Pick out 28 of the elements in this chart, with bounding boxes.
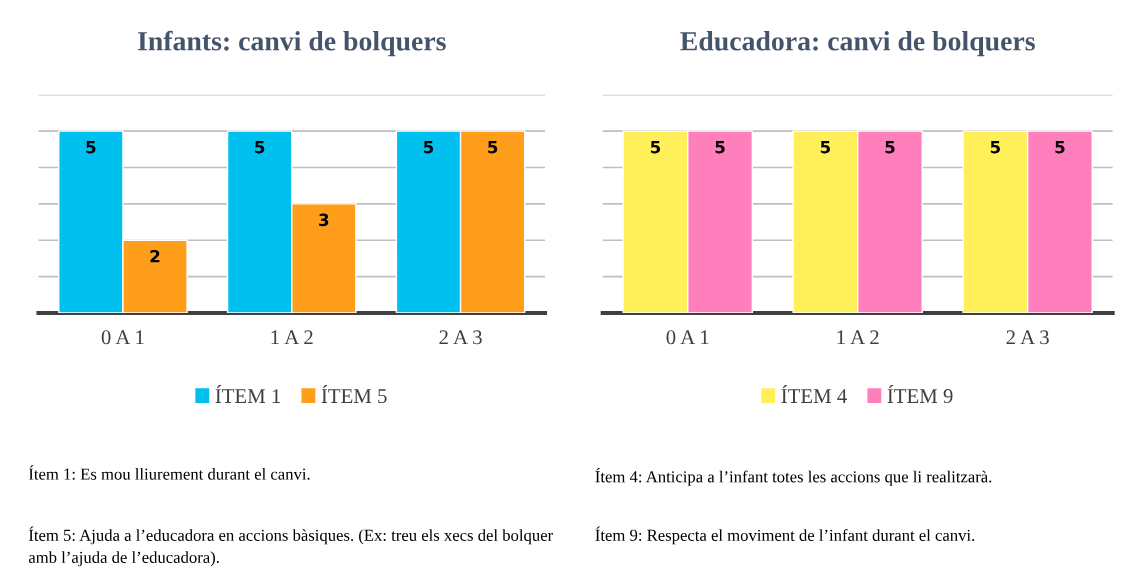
text: Ítem 1: Es mou lliurement durant el canvi. — [28, 465, 310, 480]
text: Ítem 5: Ajuda a l’educadora en accions bàsiques. (Ex: treu els xecs del bolquer amb l’ajuda de l’educadora). — [28, 526, 553, 567]
x-tick-label: 0 A 1 — [101, 330, 144, 345]
data-label: 5 — [885, 141, 895, 154]
data-label: 5 — [1055, 141, 1065, 154]
data-label: 3 — [319, 213, 329, 227]
data-label: 5 — [86, 141, 96, 154]
legend-label: ÍTEM 9 — [887, 385, 953, 404]
data-label: 5 — [423, 141, 434, 154]
data-label: 5 — [990, 141, 1000, 154]
x-tick-label: 1 A 2 — [271, 330, 313, 345]
legend-label: ÍTEM 1 — [215, 385, 281, 403]
data-label: 5 — [650, 141, 661, 154]
text: Ítem 9: Respecta el moviment de l’infant durant el canvi. — [595, 526, 975, 545]
legend-label: ÍTEM 4 — [781, 385, 847, 403]
chart-title: Educadora: canvi de bolquers — [680, 31, 1035, 57]
data-label: 5 — [488, 141, 498, 154]
x-tick-label: 2 A 3 — [439, 330, 482, 345]
chart-title: Infants: canvi de bolquers — [137, 30, 446, 57]
data-label: 2 — [150, 249, 160, 263]
x-tick-label: 0 A 1 — [666, 330, 709, 345]
text: Ítem 4: Anticipa a l’infant totes les accions que li realitzarà. — [595, 468, 992, 486]
legend-label: ÍTEM 5 — [321, 385, 387, 404]
data-label: 5 — [255, 141, 265, 154]
data-label: 5 — [820, 141, 831, 154]
data-label: 5 — [715, 141, 725, 154]
x-tick-label: 2 A 3 — [1006, 330, 1049, 345]
x-tick-label: 1 A 2 — [837, 330, 879, 345]
